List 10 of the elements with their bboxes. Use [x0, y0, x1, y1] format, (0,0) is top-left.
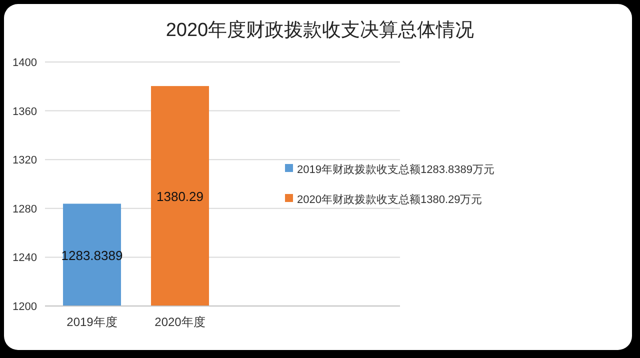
y-tick-label: 1400 — [12, 57, 37, 69]
y-tick-label: 1200 — [12, 301, 37, 313]
x-tick-label: 2020年度 — [154, 315, 206, 329]
y-tick-label: 1280 — [12, 203, 37, 216]
y-tick-label: 1320 — [12, 154, 37, 167]
data-label: 1380.29 — [156, 189, 204, 204]
title: 2020年度财政拨款收支决算总体情况 — [166, 20, 474, 41]
x-tick-label: 2019年度 — [66, 315, 118, 329]
y-tick-label: 1360 — [12, 106, 37, 118]
y-tick-label: 1240 — [12, 252, 37, 264]
